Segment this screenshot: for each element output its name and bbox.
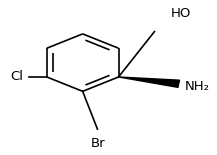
Text: HO: HO — [170, 7, 191, 20]
Text: Br: Br — [91, 137, 106, 151]
Text: NH₂: NH₂ — [185, 80, 210, 93]
Text: Cl: Cl — [10, 71, 23, 83]
Polygon shape — [118, 77, 179, 87]
